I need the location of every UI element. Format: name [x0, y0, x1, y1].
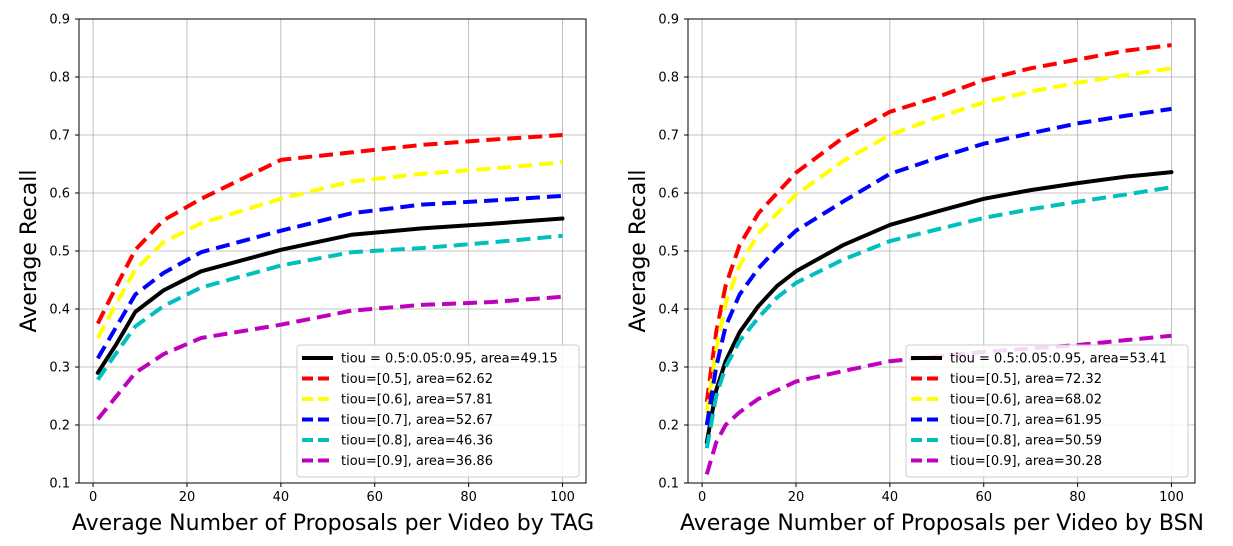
y-tick-label: 0.1	[49, 477, 70, 492]
y-tick-label: 0.1	[658, 477, 679, 492]
tag-recall-chart: 0 20 40 60 80 100 0.1 0.2 0.3 0.4 0.5 0.6 0.7 0.8 0.9 A…	[17, 13, 594, 537]
y-tick-label: 0.4	[49, 303, 70, 318]
y-tick-label: 0.2	[49, 419, 70, 434]
legend-box	[296, 344, 580, 478]
x-tick-label: 20	[179, 490, 196, 505]
y-tick-label: 0.7	[49, 129, 70, 144]
x-tick-label: 0	[698, 490, 706, 505]
legend-label: tiou = 0.5:0.05:0.95, area=49.15	[341, 352, 558, 367]
series-line-1	[704, 43, 1172, 403]
series-line-5	[96, 294, 563, 421]
legend-label: tiou=[0.9], area=36.86	[341, 454, 493, 469]
x-tick-label: 40	[273, 490, 290, 505]
series-line-1	[96, 133, 563, 325]
y-tick-label: 0.4	[658, 303, 679, 318]
bsn-recall-chart: 0 20 40 60 80 100 0.1 0.2 0.3 0.4 0.5 0.6 0.7 0.8 0.9 A…	[626, 13, 1204, 537]
legend: tiou = 0.5:0.05:0.95, area=49.15 tiou=[0.…	[296, 344, 580, 478]
series-line-0	[95, 216, 565, 375]
y-tick-label: 0.6	[49, 187, 70, 202]
x-tick-label: 80	[460, 490, 477, 505]
x-tick-label: 20	[788, 490, 805, 505]
legend-label: tiou=[0.6], area=68.02	[950, 393, 1102, 408]
x-axis-label: Average Number of Proposals per Video by…	[72, 511, 594, 536]
legend-label: tiou=[0.6], area=57.81	[341, 393, 493, 408]
x-tick-label: 40	[882, 490, 899, 505]
legend-label: tiou = 0.5:0.05:0.95, area=53.41	[950, 352, 1167, 367]
y-axis-label: Average Recall	[626, 170, 651, 333]
x-axis-label: Average Number of Proposals per Video by…	[680, 511, 1204, 536]
series-line-2	[704, 66, 1172, 414]
legend-label: tiou=[0.7], area=61.95	[950, 413, 1102, 428]
legend: tiou = 0.5:0.05:0.95, area=53.41 tiou=[0.…	[905, 344, 1189, 478]
series-line-3	[704, 106, 1172, 426]
y-tick-label: 0.7	[658, 129, 679, 144]
y-tick-label: 0.8	[49, 71, 70, 86]
y-tick-label: 0.5	[49, 245, 70, 260]
legend-label: tiou=[0.8], area=50.59	[950, 434, 1102, 449]
x-tick-label: 80	[1069, 490, 1086, 505]
x-tick-label: 60	[366, 490, 383, 505]
legend-label: tiou=[0.9], area=30.28	[950, 454, 1102, 469]
series-line-3	[96, 193, 563, 360]
y-tick-label: 0.5	[658, 245, 679, 260]
series-line-2	[96, 160, 563, 339]
y-tick-label: 0.9	[49, 13, 70, 28]
x-tick-label: 0	[89, 490, 97, 505]
y-tick-label: 0.3	[49, 361, 70, 376]
y-tick-label: 0.8	[658, 71, 679, 86]
legend-box	[905, 344, 1189, 478]
legend-label: tiou=[0.5], area=72.32	[950, 372, 1102, 387]
legend-label: tiou=[0.7], area=52.67	[341, 413, 493, 428]
y-tick-label: 0.3	[658, 361, 679, 376]
y-tick-label: 0.2	[658, 419, 679, 434]
x-tick-label: 60	[975, 490, 992, 505]
legend-label: tiou=[0.8], area=46.36	[341, 434, 493, 449]
y-tick-label: 0.9	[658, 13, 679, 28]
y-axis-label: Average Recall	[17, 170, 42, 333]
legend-label: tiou=[0.5], area=62.62	[341, 372, 493, 387]
series-line-4	[704, 185, 1172, 449]
y-tick-label: 0.6	[658, 187, 679, 202]
series-line-0	[704, 170, 1174, 445]
x-tick-label: 100	[550, 490, 575, 505]
x-tick-label: 100	[1159, 490, 1184, 505]
series-line-4	[96, 233, 563, 381]
